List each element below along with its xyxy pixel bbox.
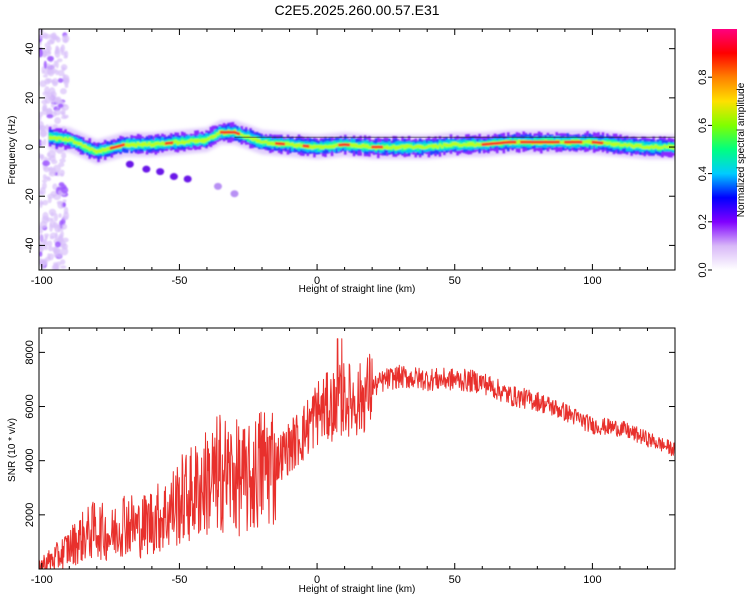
snr-y-tick-label: 2000 (24, 503, 36, 527)
colorbar-tick-label: 0.4 (697, 166, 709, 181)
snr-x-tick-label: 0 (314, 574, 320, 586)
spectrogram-ridge (48, 122, 675, 163)
colorbar-ticks: 0.0 0.2 0.4 0.6 0.8 (697, 70, 712, 278)
snr-y-tick-label: 4000 (24, 448, 36, 472)
snr-x-tick-label: 50 (449, 574, 461, 586)
spectrogram-x-tick-label: 100 (583, 275, 601, 287)
snr-frame (38, 327, 676, 570)
colorbar-tick-label: 0.8 (697, 70, 709, 85)
snr-x-tick-label: -100 (31, 574, 53, 586)
colorbar-label: Normalized spectral amplitude (736, 82, 747, 217)
spectrogram-y-axis-label: Frequency (Hz) (7, 116, 18, 185)
snr-panel: -100 -50 0 50 100 2000 4000 6000 8000 Height of… (7, 327, 676, 595)
snr-y-tick-label: 6000 (24, 394, 36, 418)
snr-series-line (39, 338, 675, 569)
spectrogram-y-ticks: -40 -20 0 20 40 (24, 43, 675, 253)
snr-x-axis-label: Height of straight line (km) (299, 584, 416, 595)
colorbar-tick-label: 0.0 (697, 262, 709, 277)
colorbar-tick-label: 0.6 (697, 118, 709, 133)
colorbar-tick-label: 0.2 (697, 214, 709, 229)
colorbar: 0.0 0.2 0.4 0.6 0.8 Normalized spectral ampl… (697, 29, 747, 278)
snr-x-ticks: -100 -50 0 50 100 (31, 328, 676, 586)
snr-y-axis-label: SNR (10 * v/v) (7, 418, 18, 482)
spectrogram-x-tick-label: 0 (314, 275, 320, 287)
spectrogram-blob (125, 160, 134, 168)
colorbar-gradient (712, 29, 737, 270)
snr-y-ticks: 2000 4000 6000 8000 (24, 340, 675, 527)
spectrogram-noise-region (39, 29, 70, 270)
spectrogram-blob (169, 173, 178, 181)
spectrogram-y-tick-label: 40 (24, 43, 36, 55)
spectrogram-y-tick-label: -20 (24, 188, 36, 204)
spectrogram-x-tick-label: 50 (449, 275, 461, 287)
spectrogram-y-tick-label: 20 (24, 92, 36, 104)
spectrogram-x-axis-label: Height of straight line (km) (299, 284, 416, 295)
spectrogram-blob (142, 165, 151, 173)
spectrogram-y-tick-label: 0 (24, 144, 36, 150)
spectrogram-blob (183, 175, 192, 183)
figure-title: C2E5.2025.260.00.57.E31 (274, 2, 439, 18)
spectrogram-y-tick-label: -40 (24, 237, 36, 253)
spectrogram-frame (38, 28, 676, 271)
spectrogram-panel: -100 -50 0 50 100 -40 -20 0 20 40 Height of stra… (7, 28, 676, 295)
snr-x-tick-label: -50 (171, 574, 187, 586)
spectrogram-blob (156, 168, 165, 176)
spectrogram-blob (230, 190, 239, 198)
spectrogram-content (39, 29, 675, 270)
spectrogram-blob (213, 182, 222, 190)
snr-y-tick-label: 8000 (24, 340, 36, 364)
spectrogram-x-tick-label: -50 (171, 275, 187, 287)
spectrogram-x-tick-label: -100 (31, 275, 53, 287)
snr-x-tick-label: 100 (583, 574, 601, 586)
spectrogram-blobs (125, 160, 239, 198)
spectrogram-x-ticks: -100 -50 0 50 100 (31, 29, 676, 287)
